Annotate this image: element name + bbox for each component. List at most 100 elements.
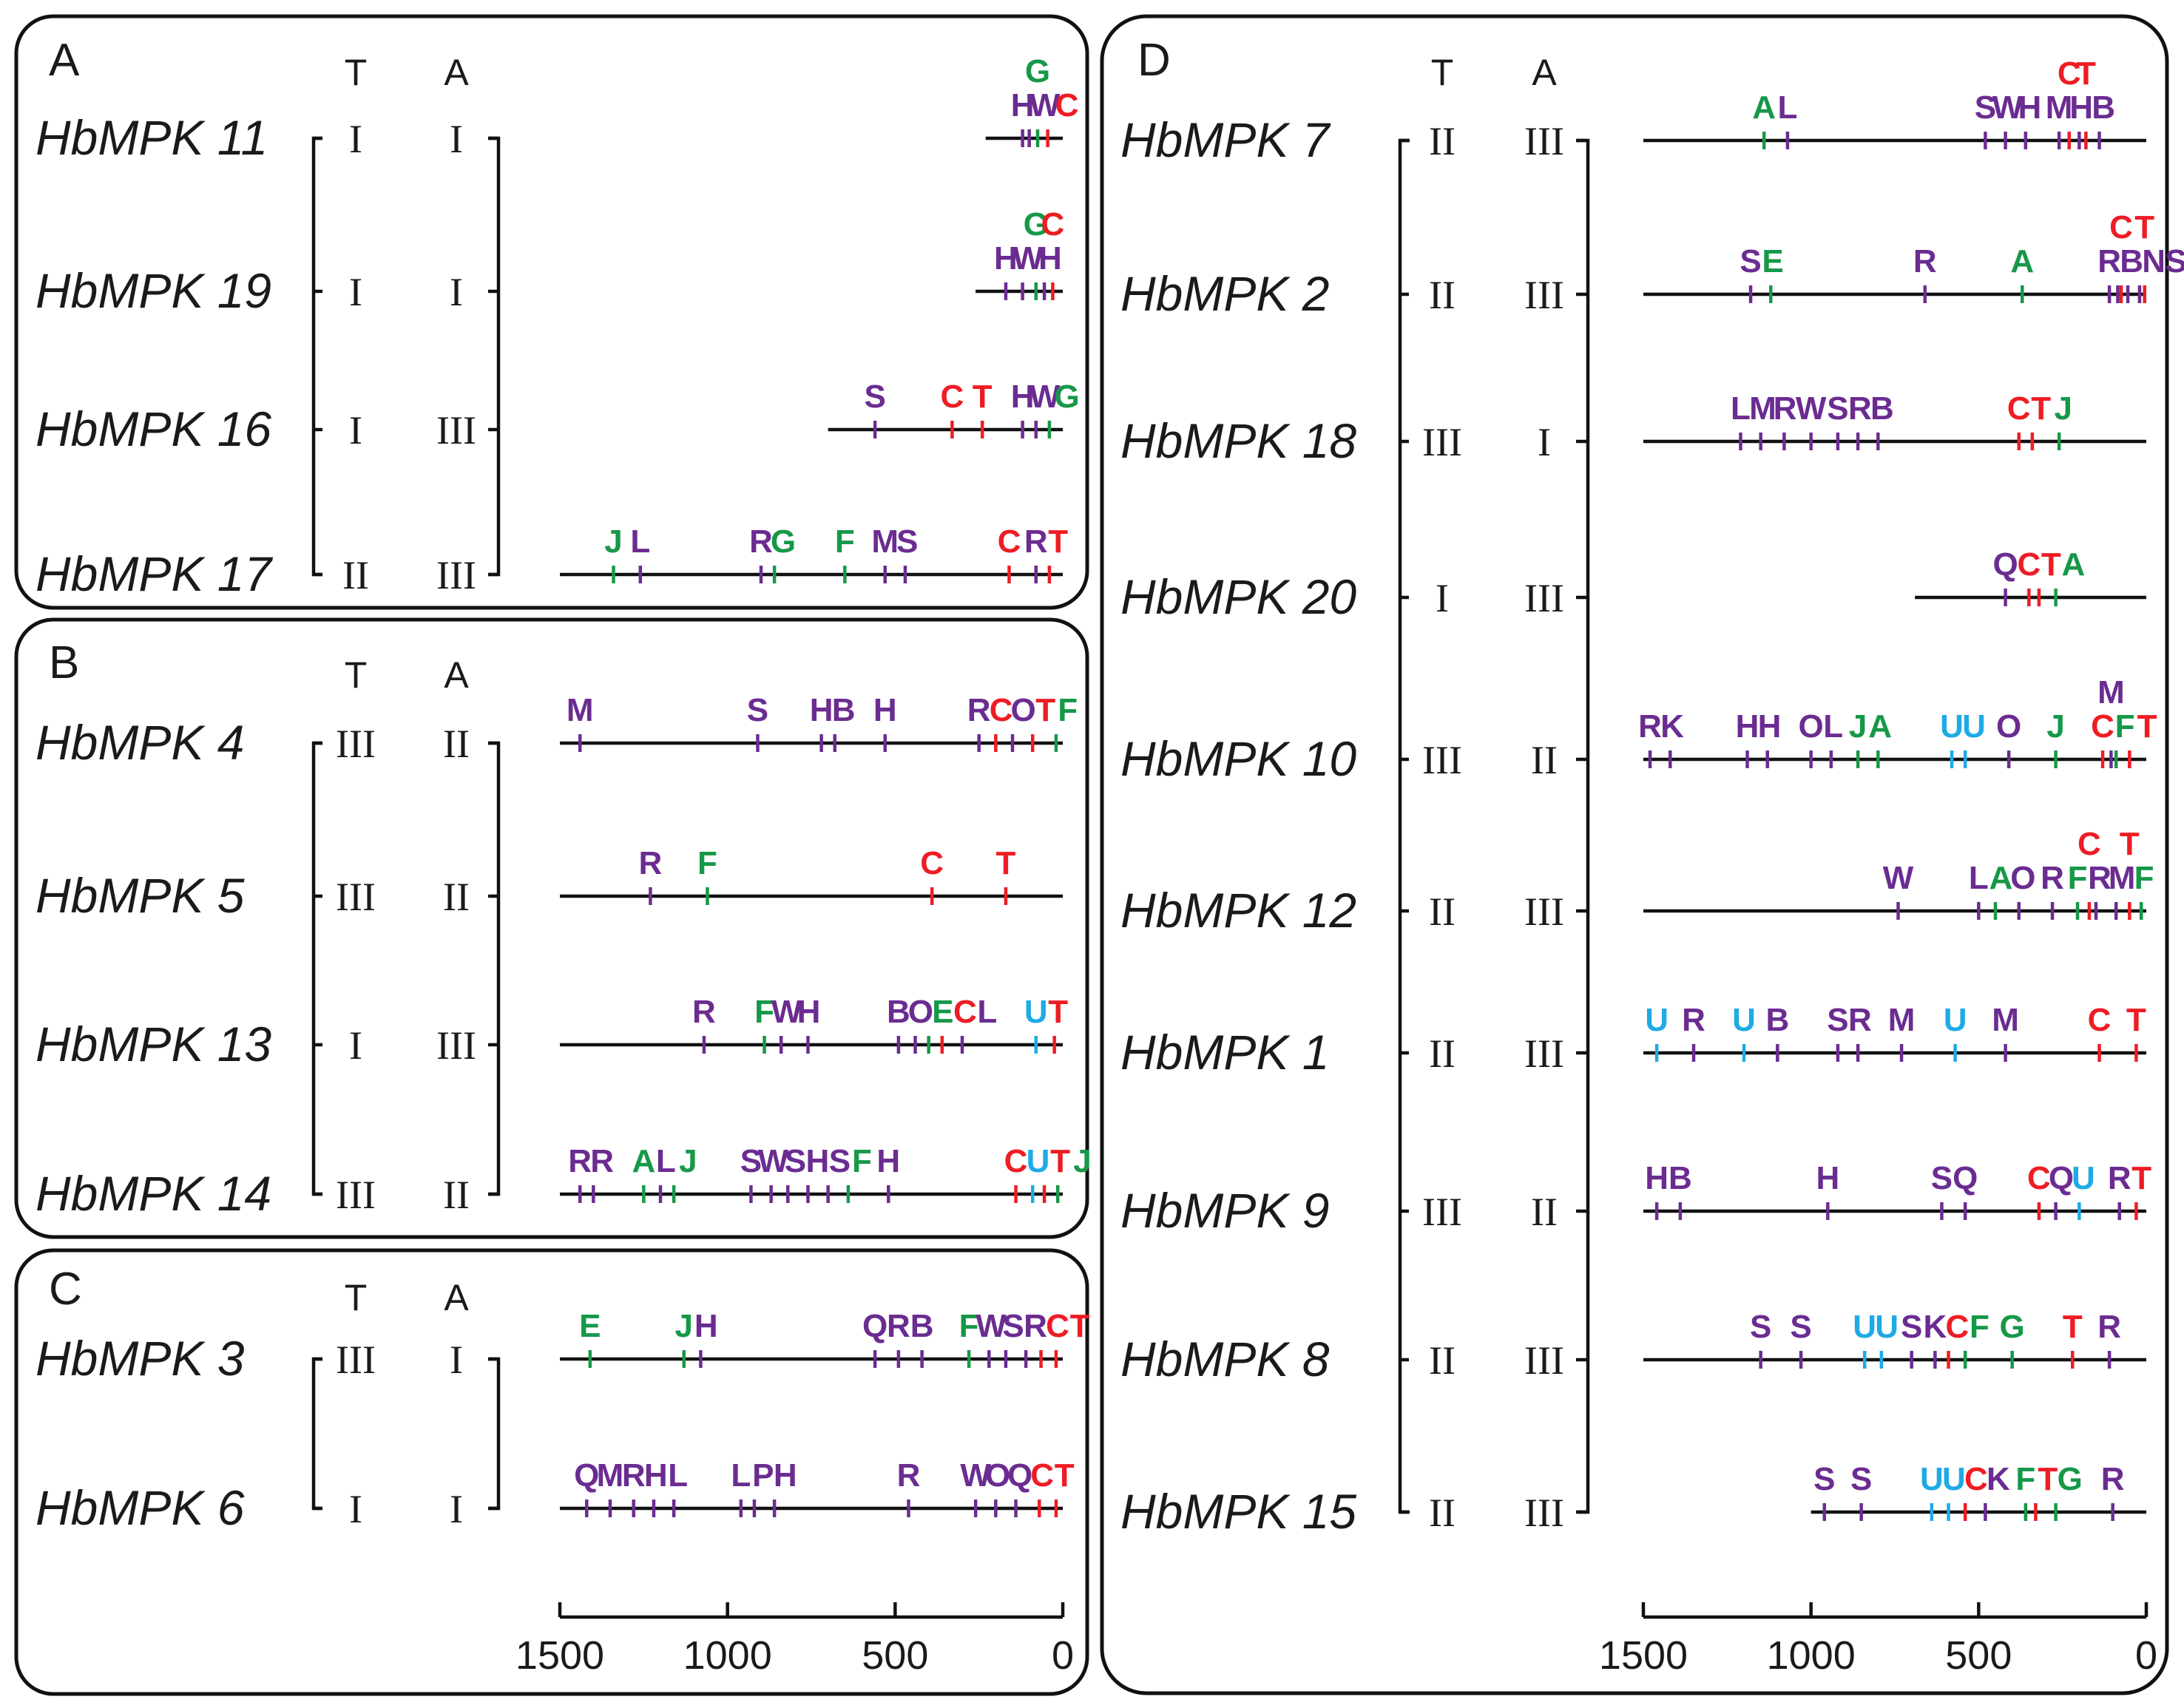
position-axes: 1500 1000 500 0 1500 1000 500 0 bbox=[515, 1602, 2157, 1678]
motif-label: J bbox=[1073, 1143, 1091, 1179]
axis-tick-label: 1500 bbox=[1599, 1633, 1688, 1678]
motif-label: C bbox=[2007, 390, 2031, 427]
gene-name: HbMPK 4 bbox=[36, 715, 244, 770]
motif-label: U bbox=[1940, 708, 1964, 745]
group-a: III bbox=[436, 553, 476, 597]
gene-name: HbMPK 10 bbox=[1120, 731, 1356, 786]
motif-label: S bbox=[1002, 1308, 1024, 1344]
motif-label: C bbox=[1055, 87, 1079, 123]
motif-label: B bbox=[910, 1308, 934, 1344]
motif-label: S bbox=[864, 379, 885, 415]
motif-label: E bbox=[579, 1308, 601, 1344]
gene-name: HbMPK 14 bbox=[36, 1166, 271, 1221]
group-t: III bbox=[1422, 420, 1462, 464]
motif-label: J bbox=[1849, 708, 1867, 745]
motif-label: L bbox=[656, 1143, 676, 1179]
motif-label: T bbox=[1050, 1143, 1070, 1179]
axis: 1500 1000 500 0 bbox=[515, 1602, 1074, 1678]
motif-label: L bbox=[1823, 708, 1843, 745]
motif-label: H bbox=[994, 240, 1018, 277]
motif-label: T bbox=[2041, 546, 2061, 583]
motif-label: Q bbox=[1007, 1457, 1032, 1494]
motif-label: C bbox=[1004, 1143, 1028, 1179]
motif-label: J bbox=[604, 523, 622, 560]
group-t: II bbox=[342, 553, 369, 597]
gene-name: HbMPK 12 bbox=[1120, 883, 1356, 938]
motif-label: R bbox=[1682, 1002, 1705, 1038]
motif-label: R bbox=[887, 1308, 910, 1344]
motif-label: S bbox=[1827, 390, 1848, 427]
motif-label: C bbox=[941, 379, 964, 415]
motif-label: K bbox=[1660, 708, 1684, 745]
motif-label: A bbox=[1989, 860, 2012, 896]
motif-label: T bbox=[973, 379, 993, 415]
panel-C-frame bbox=[14, 1248, 1089, 1696]
motif-label: H bbox=[774, 1457, 797, 1494]
group-t: III bbox=[336, 875, 376, 919]
motif-label: H bbox=[797, 994, 821, 1030]
gene-name: HbMPK 2 bbox=[1120, 266, 1329, 321]
motif-label: R bbox=[1638, 708, 1662, 745]
col-header-t: T bbox=[345, 654, 368, 696]
motif-label: S bbox=[829, 1143, 851, 1179]
a-bracket-A bbox=[488, 136, 501, 577]
motif-label: C bbox=[1041, 206, 1065, 243]
motif-label: C bbox=[2109, 209, 2133, 245]
axis-tick-label: 1500 bbox=[515, 1633, 604, 1678]
motif-label: K bbox=[1924, 1309, 1947, 1345]
motif-label: J bbox=[2054, 390, 2072, 427]
col-header-t: T bbox=[345, 1277, 368, 1318]
motif-label: T bbox=[2126, 1002, 2146, 1038]
motif-label: L bbox=[630, 523, 650, 560]
motif-label: C bbox=[1030, 1457, 1054, 1494]
motif-label: W bbox=[771, 994, 802, 1030]
motif-label: O bbox=[908, 994, 933, 1030]
motif-label: S bbox=[1827, 1002, 1848, 1038]
axis-tick-label: 500 bbox=[1945, 1633, 2012, 1678]
motif-label: R bbox=[2088, 860, 2112, 896]
motif-label: R bbox=[1913, 243, 1937, 279]
motif-label: T bbox=[2063, 1309, 2083, 1345]
motif-label: H bbox=[1758, 708, 1782, 745]
group-a: III bbox=[436, 408, 476, 453]
group-t: I bbox=[349, 1487, 362, 1531]
brackets bbox=[311, 136, 1590, 1514]
motif-label: Q bbox=[2049, 1160, 2074, 1196]
group-t: I bbox=[349, 408, 362, 453]
motif-label: F bbox=[852, 1143, 872, 1179]
gene-name: HbMPK 17 bbox=[36, 546, 273, 601]
motif-label: F bbox=[2068, 860, 2088, 896]
panel-C-label: C bbox=[49, 1264, 82, 1315]
panel-A-frame bbox=[14, 14, 1089, 610]
gene-row: HbMPK 3 III IE J H QR B FWS RC T bbox=[36, 1308, 1090, 1386]
motif-label: W bbox=[1030, 379, 1061, 415]
motif-label: U bbox=[1875, 1309, 1899, 1345]
motif-label: U bbox=[1962, 708, 1986, 745]
motif-label: C bbox=[990, 692, 1013, 728]
group-t: II bbox=[1429, 273, 1456, 317]
panel-B-frame bbox=[14, 617, 1089, 1239]
motif-label: O bbox=[1011, 692, 1036, 728]
group-a: I bbox=[450, 1338, 463, 1382]
motif-label: T bbox=[2076, 55, 2096, 92]
motif-label: F bbox=[2115, 708, 2135, 745]
motif-label: R bbox=[1774, 390, 1797, 427]
gene-name: HbMPK 7 bbox=[1120, 112, 1331, 167]
motif-label: B bbox=[887, 994, 910, 1030]
motif-label: G bbox=[2000, 1309, 2025, 1345]
motif-label: W bbox=[758, 1143, 789, 1179]
motif-label: Q bbox=[862, 1308, 888, 1344]
group-a: III bbox=[1524, 576, 1564, 620]
motif-label: W bbox=[1883, 860, 1914, 896]
motif-label: W bbox=[1796, 390, 1827, 427]
motif-label: M bbox=[2109, 860, 2136, 896]
motif-label: T bbox=[2137, 708, 2157, 745]
motif-label: O bbox=[985, 1457, 1010, 1494]
